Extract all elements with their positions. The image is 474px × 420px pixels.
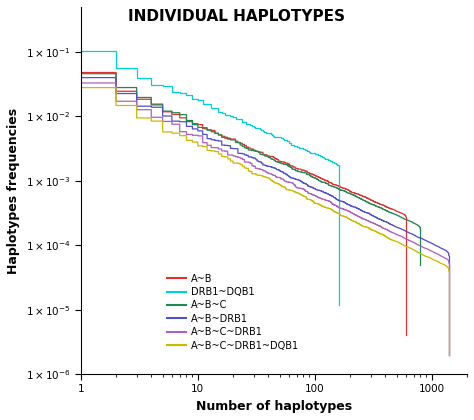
Legend: A~B, DRB1~DQB1, A~B~C, A~B~DRB1, A~B~C~DRB1, A~B~C~DRB1~DQB1: A~B, DRB1~DQB1, A~B~C, A~B~DRB1, A~B~C~D… — [163, 270, 303, 354]
Text: INDIVIDUAL HAPLOTYPES: INDIVIDUAL HAPLOTYPES — [128, 9, 346, 24]
Y-axis label: Haplotypes frequencies: Haplotypes frequencies — [7, 108, 20, 273]
X-axis label: Number of haplotypes: Number of haplotypes — [196, 400, 352, 413]
